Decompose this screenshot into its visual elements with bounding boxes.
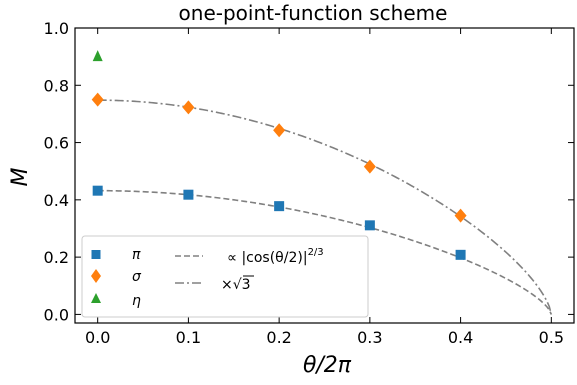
point-sigma: [273, 123, 286, 138]
point-pi: [183, 189, 194, 200]
chart-title: one-point-function scheme: [179, 1, 448, 25]
data-points: [91, 50, 467, 260]
y-tick-label: 0.2: [44, 248, 69, 267]
point-sigma: [91, 92, 104, 107]
x-tick-label: 0.5: [539, 328, 564, 347]
y-axis-title: M: [8, 167, 33, 186]
dashed-curve: [97, 189, 553, 315]
legend-entry-dashed-curve: ∝ |cos(θ/2)|2/3: [175, 247, 324, 266]
y-tick-label: 0.4: [44, 191, 69, 210]
point-sigma: [454, 208, 467, 223]
y-tick-label: 0.8: [44, 76, 69, 95]
legend-label-dashed-curve: ∝ |cos(θ/2)|2/3: [227, 247, 324, 266]
point-eta: [92, 50, 103, 62]
legend-marker-diamond: [91, 269, 101, 283]
dashdot-curve: [97, 99, 553, 315]
legend-label-pi: π: [132, 247, 141, 263]
point-sigma: [182, 100, 195, 115]
legend-box: [81, 235, 369, 318]
legend-entry-eta: η: [91, 293, 141, 309]
point-pi: [455, 249, 466, 260]
x-tick-label: 0.1: [176, 328, 201, 347]
legend-marker-square: [91, 250, 101, 259]
x-axis-title: θ/2π: [303, 353, 352, 378]
legend-label-eta: η: [132, 293, 141, 309]
plot-area: [74, 27, 575, 324]
x-tick-label: 0.2: [266, 328, 291, 347]
legend-entry-dashdot-curve: ×√3: [175, 275, 254, 293]
point-pi: [274, 201, 285, 212]
fit-curves: [97, 99, 553, 315]
point-pi: [92, 185, 103, 196]
x-tick-label: 0.0: [85, 328, 110, 347]
point-pi: [364, 220, 375, 231]
legend-marker-triangle: [91, 293, 101, 303]
legend-label-sigma: σ: [132, 269, 142, 285]
y-tick-label: 0.6: [44, 134, 69, 153]
legend-entry-pi: π: [91, 247, 141, 263]
x-tick-label: 0.3: [357, 328, 382, 347]
y-tick-label: 0.0: [44, 305, 69, 324]
legend: π σ η ∝ |cos(θ/2)|2/3 ×√3: [81, 235, 369, 318]
y-tick-label: 1.0: [44, 19, 69, 38]
legend-label-dashdot-curve: ×√3: [221, 277, 251, 293]
legend-entry-sigma: σ: [91, 269, 142, 285]
x-tick-label: 0.4: [448, 328, 473, 347]
axis-ticks: 0.0 0.1 0.2 0.3 0.4 0.5 0.0 0.2 0.4 0.6 0.8 1.0: [44, 19, 574, 347]
point-sigma: [363, 159, 376, 174]
